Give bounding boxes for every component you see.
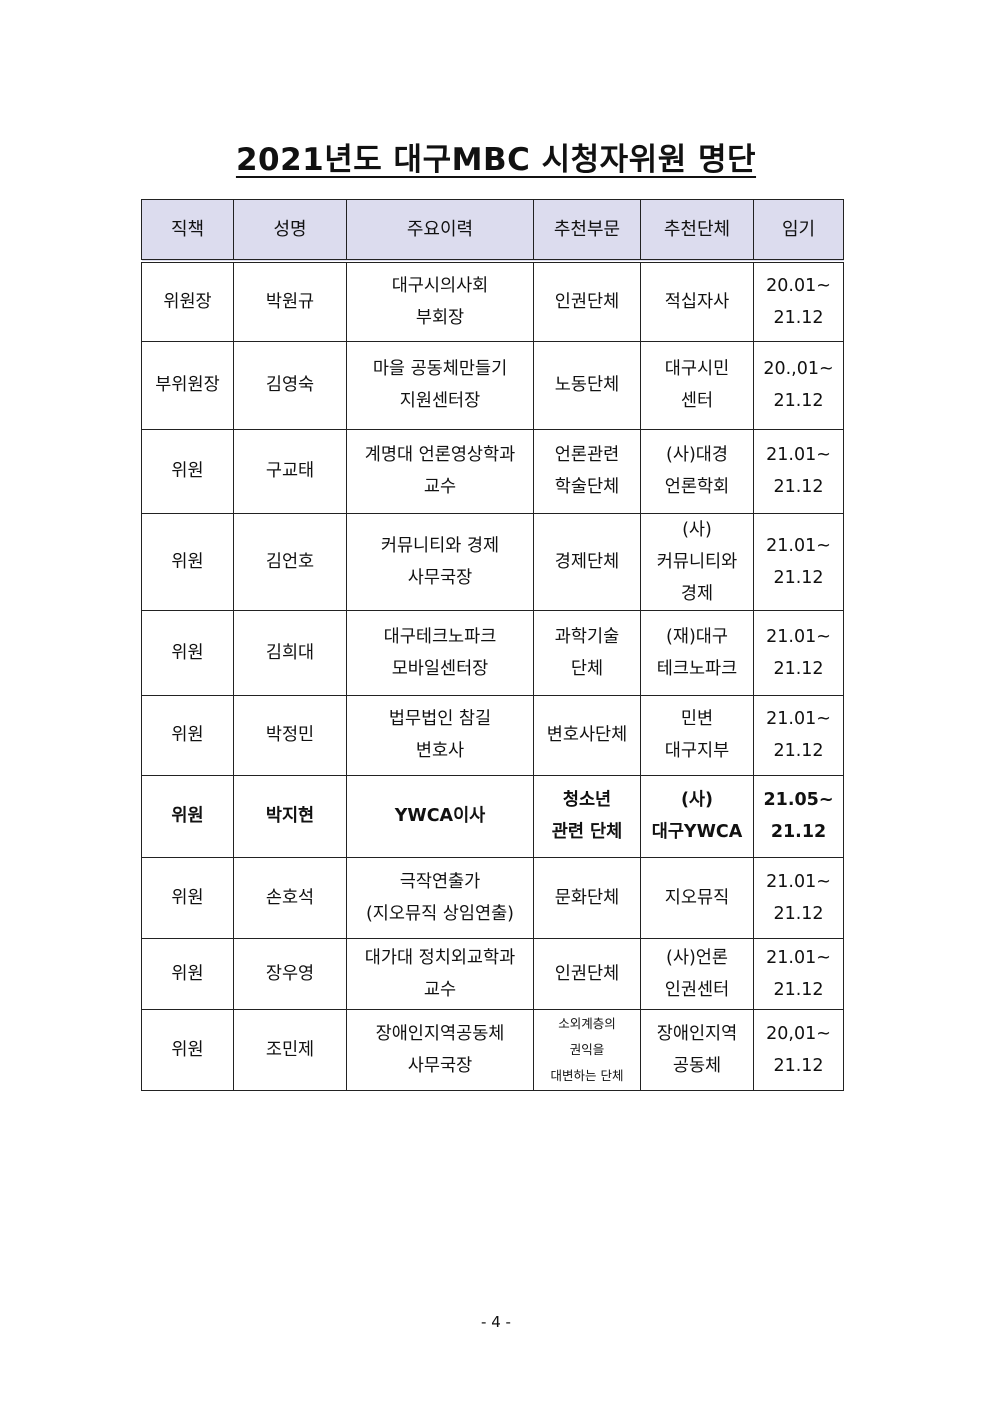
cell-position: 위원 [141, 694, 234, 776]
cell-sector: 인권단체 [533, 937, 641, 1010]
cell-term: 21.01~ 21.12 [753, 694, 844, 776]
cell-term: 21.01~ 21.12 [753, 428, 844, 514]
cell-name: 박정민 [233, 694, 347, 776]
cell-org: (사)언론 인권센터 [640, 937, 754, 1010]
cell-term: 20.01~ 21.12 [753, 260, 844, 342]
cell-term: 20,01~ 21.12 [753, 1008, 844, 1091]
cell-org: (재)대구 테크노파크 [640, 609, 754, 696]
header-term: 임기 [753, 199, 844, 263]
header-position: 직책 [141, 199, 234, 263]
cell-sector: 문화단체 [533, 856, 641, 939]
cell-sector: 청소년 관련 단체 [533, 774, 641, 858]
header-org: 추천단체 [640, 199, 754, 263]
cell-name: 박지현 [233, 774, 347, 858]
cell-term: 21.01~ 21.12 [753, 609, 844, 696]
cell-org: (사)대경 언론학회 [640, 428, 754, 514]
cell-career: 마을 공동체만들기 지원센터장 [346, 340, 534, 430]
cell-career: 극작연출가 (지오뮤직 상임연출) [346, 856, 534, 939]
cell-sector: 과학기술 단체 [533, 609, 641, 696]
cell-position: 위원 [141, 609, 234, 696]
title-text: 2021년도 대구MBC 시청자위원 명단 [235, 142, 757, 178]
cell-org: 지오뮤직 [640, 856, 754, 939]
cell-career: 대가대 정치외교학과 교수 [346, 937, 534, 1010]
cell-career: 계명대 언론영상학과 교수 [346, 428, 534, 514]
committee-table: 직책 성명 주요이력 추천부문 추천단체 임기 위원장 박원규 대구시의사회 부회장… [141, 199, 844, 1091]
cell-career: 장애인지역공동체 사무국장 [346, 1008, 534, 1091]
cell-position: 위원 [141, 1008, 234, 1091]
cell-career: 대구테크노파크 모바일센터장 [346, 609, 534, 696]
cell-org: 대구시민 센터 [640, 340, 754, 430]
cell-sector: 노동단체 [533, 340, 641, 430]
cell-term: 21.01~ 21.12 [753, 856, 844, 939]
cell-career: YWCA이사 [346, 774, 534, 858]
table-row: 위원 박정민 법무법인 참길 변호사 변호사단체 민변 대구지부 21.01~ 21.12 [141, 694, 844, 776]
table-row: 부위원장 김영숙 마을 공동체만들기 지원센터장 노동단체 대구시민 센터 20.,01~… [141, 340, 844, 430]
cell-position: 위원 [141, 856, 234, 939]
cell-name: 장우영 [233, 937, 347, 1010]
header-career: 주요이력 [346, 199, 534, 263]
cell-sector: 변호사단체 [533, 694, 641, 776]
cell-name: 김희대 [233, 609, 347, 696]
table-row: 위원 김희대 대구테크노파크 모바일센터장 과학기술 단체 (재)대구 테크노파크 21.… [141, 609, 844, 696]
cell-career: 대구시의사회 부회장 [346, 260, 534, 342]
cell-sector: 인권단체 [533, 260, 641, 342]
cell-org: (사) 대구YWCA [640, 774, 754, 858]
header-sector: 추천부문 [533, 199, 641, 263]
document-title: 2021년도 대구MBC 시청자위원 명단 [0, 134, 992, 179]
cell-name: 김영숙 [233, 340, 347, 430]
cell-name: 조민제 [233, 1008, 347, 1091]
table-row: 위원장 박원규 대구시의사회 부회장 인권단체 적십자사 20.01~ 21.12 [141, 260, 844, 342]
cell-term: 21.01~ 21.12 [753, 512, 844, 611]
cell-org: 적십자사 [640, 260, 754, 342]
cell-position: 위원 [141, 428, 234, 514]
cell-name: 구교태 [233, 428, 347, 514]
cell-position: 위원 [141, 937, 234, 1010]
table-row: 위원 손호석 극작연출가 (지오뮤직 상임연출) 문화단체 지오뮤직 21.01~ 21.… [141, 856, 844, 939]
cell-org: 민변 대구지부 [640, 694, 754, 776]
table-row: 위원 구교태 계명대 언론영상학과 교수 언론관련 학술단체 (사)대경 언론학회 21.… [141, 428, 844, 514]
cell-position: 위원장 [141, 260, 234, 342]
cell-org: (사) 커뮤니티와 경제 [640, 512, 754, 611]
cell-name: 손호석 [233, 856, 347, 939]
cell-sector: 경제단체 [533, 512, 641, 611]
table-row: 위원 박지현 YWCA이사 청소년 관련 단체 (사) 대구YWCA 21.05~ 21.… [141, 774, 844, 858]
cell-position: 위원 [141, 512, 234, 611]
table-header-row: 직책 성명 주요이력 추천부문 추천단체 임기 [141, 199, 844, 263]
cell-position: 위원 [141, 774, 234, 858]
header-name: 성명 [233, 199, 347, 263]
page-number: - 4 - [481, 1313, 511, 1331]
cell-name: 김언호 [233, 512, 347, 611]
cell-position: 부위원장 [141, 340, 234, 430]
cell-org: 장애인지역 공동체 [640, 1008, 754, 1091]
cell-sector: 언론관련 학술단체 [533, 428, 641, 514]
cell-term: 21.01~ 21.12 [753, 937, 844, 1010]
cell-term: 20.,01~ 21.12 [753, 340, 844, 430]
table-row: 위원 장우영 대가대 정치외교학과 교수 인권단체 (사)언론 인권센터 21.01~ 2… [141, 937, 844, 1010]
cell-sector: 소외계층의 권익을 대변하는 단체 [533, 1008, 641, 1091]
cell-name: 박원규 [233, 260, 347, 342]
table-row: 위원 조민제 장애인지역공동체 사무국장 소외계층의 권익을 대변하는 단체 장애인지역… [141, 1008, 844, 1091]
cell-career: 커뮤니티와 경제 사무국장 [346, 512, 534, 611]
cell-career: 법무법인 참길 변호사 [346, 694, 534, 776]
table-row: 위원 김언호 커뮤니티와 경제 사무국장 경제단체 (사) 커뮤니티와 경제 21.01~… [141, 512, 844, 611]
cell-term: 21.05~ 21.12 [753, 774, 844, 858]
